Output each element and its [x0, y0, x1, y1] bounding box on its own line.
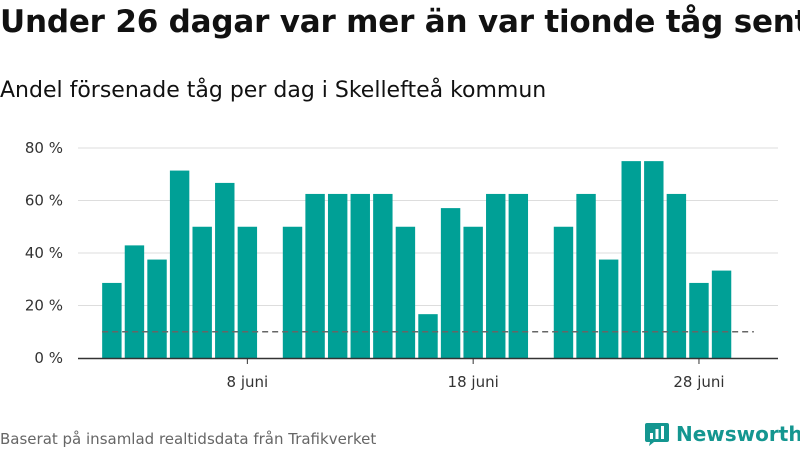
bar [350, 193, 370, 358]
bar [553, 226, 574, 358]
bar [621, 161, 641, 358]
bar [327, 193, 348, 358]
bar [463, 226, 483, 358]
x-tick-label: 18 juni [448, 373, 499, 391]
source-note: Baserat på insamlad realtidsdata från Tr… [0, 430, 377, 448]
newsworthy-logo: Newsworthy [644, 420, 800, 448]
bar [440, 208, 461, 358]
y-tick-label: 40 % [25, 244, 63, 262]
y-tick-label: 0 % [34, 349, 63, 367]
y-tick-label: 60 % [25, 192, 63, 210]
bar [147, 259, 167, 358]
brand-name: Newsworthy [676, 422, 800, 446]
bar [711, 270, 732, 358]
bar [237, 226, 258, 358]
bar [689, 282, 709, 358]
bar [395, 226, 416, 358]
bar [192, 226, 212, 358]
chart-subtitle: Andel försenade tåg per dag i Skellefteå… [0, 78, 547, 103]
bar [169, 170, 190, 358]
chart-title: Under 26 dagar var mer än var tionde tåg… [0, 4, 800, 40]
bar [124, 245, 145, 358]
newsworthy-logo-icon [645, 423, 669, 446]
x-tick-label: 28 juni [673, 373, 724, 391]
bar [373, 193, 393, 358]
bar [102, 282, 122, 358]
x-tick-label: 8 juni [227, 373, 269, 391]
bar [576, 193, 596, 358]
y-tick-label: 80 % [25, 139, 63, 157]
bar [644, 161, 664, 358]
bar [282, 226, 303, 358]
bar [486, 193, 506, 358]
bar [215, 182, 235, 358]
bar [598, 259, 619, 358]
bar [666, 193, 687, 358]
bar-chart: 0 % 20 % 40 % 60 % 80 % 8 juni 18 juni 28 juni [25, 139, 778, 391]
y-tick-label: 20 % [25, 297, 63, 315]
bar [508, 193, 529, 358]
bar [305, 193, 325, 358]
bar [418, 314, 438, 358]
